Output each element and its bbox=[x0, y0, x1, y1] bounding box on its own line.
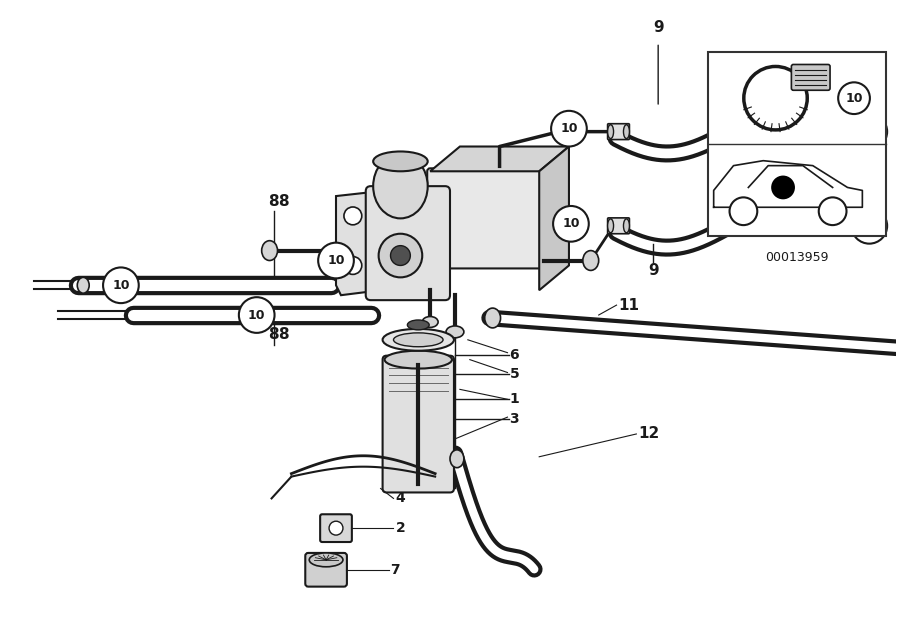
Circle shape bbox=[238, 297, 274, 333]
FancyBboxPatch shape bbox=[365, 186, 450, 300]
Ellipse shape bbox=[382, 329, 454, 351]
Text: 10: 10 bbox=[112, 279, 130, 292]
Polygon shape bbox=[539, 147, 569, 290]
Circle shape bbox=[104, 267, 139, 303]
FancyBboxPatch shape bbox=[382, 356, 454, 493]
Circle shape bbox=[379, 234, 422, 277]
Text: 3: 3 bbox=[509, 412, 519, 426]
Text: 10: 10 bbox=[328, 254, 345, 267]
Circle shape bbox=[730, 197, 757, 225]
Ellipse shape bbox=[310, 553, 343, 567]
Ellipse shape bbox=[374, 154, 428, 218]
Text: 8: 8 bbox=[278, 328, 289, 342]
Ellipse shape bbox=[624, 124, 629, 138]
Circle shape bbox=[551, 111, 587, 147]
Text: 00013959: 00013959 bbox=[765, 251, 829, 264]
Circle shape bbox=[391, 246, 410, 265]
Ellipse shape bbox=[608, 124, 614, 138]
FancyBboxPatch shape bbox=[305, 553, 346, 587]
Text: 11: 11 bbox=[618, 298, 640, 312]
FancyBboxPatch shape bbox=[608, 124, 629, 140]
Ellipse shape bbox=[583, 251, 599, 271]
Text: 8: 8 bbox=[278, 194, 289, 208]
Ellipse shape bbox=[446, 326, 464, 338]
Ellipse shape bbox=[485, 308, 500, 328]
Text: 4: 4 bbox=[395, 491, 405, 505]
Text: 9: 9 bbox=[652, 20, 663, 35]
Ellipse shape bbox=[408, 320, 429, 330]
Ellipse shape bbox=[608, 219, 614, 233]
Text: 6: 6 bbox=[509, 348, 519, 362]
Text: 9: 9 bbox=[648, 263, 659, 278]
Circle shape bbox=[851, 114, 887, 149]
Text: 12: 12 bbox=[638, 427, 660, 441]
Circle shape bbox=[771, 175, 795, 199]
Circle shape bbox=[554, 206, 589, 242]
Text: 10: 10 bbox=[860, 125, 878, 138]
Text: 10: 10 bbox=[860, 219, 878, 232]
Text: 8: 8 bbox=[268, 194, 279, 208]
Ellipse shape bbox=[624, 219, 629, 233]
FancyBboxPatch shape bbox=[428, 168, 542, 269]
Ellipse shape bbox=[450, 450, 464, 467]
Text: 8: 8 bbox=[268, 328, 279, 342]
Circle shape bbox=[344, 207, 362, 225]
Text: 10: 10 bbox=[560, 122, 578, 135]
Text: 10: 10 bbox=[845, 91, 863, 105]
Text: 5: 5 bbox=[509, 368, 519, 382]
Circle shape bbox=[329, 521, 343, 535]
Circle shape bbox=[319, 243, 354, 278]
Bar bbox=[707, 52, 886, 236]
Text: 10: 10 bbox=[562, 217, 580, 231]
Polygon shape bbox=[430, 147, 569, 171]
Ellipse shape bbox=[422, 316, 438, 328]
Circle shape bbox=[838, 83, 870, 114]
FancyBboxPatch shape bbox=[608, 218, 629, 234]
Ellipse shape bbox=[393, 333, 443, 347]
Circle shape bbox=[851, 208, 887, 244]
Ellipse shape bbox=[262, 241, 277, 260]
Polygon shape bbox=[336, 191, 381, 295]
Circle shape bbox=[344, 257, 362, 274]
Text: 2: 2 bbox=[395, 521, 405, 535]
Ellipse shape bbox=[77, 277, 89, 293]
Ellipse shape bbox=[374, 152, 428, 171]
Text: 7: 7 bbox=[391, 563, 401, 577]
Text: 10: 10 bbox=[248, 309, 266, 321]
FancyBboxPatch shape bbox=[791, 65, 830, 90]
Circle shape bbox=[819, 197, 847, 225]
FancyBboxPatch shape bbox=[320, 514, 352, 542]
Text: 1: 1 bbox=[509, 392, 519, 406]
Ellipse shape bbox=[384, 351, 452, 368]
